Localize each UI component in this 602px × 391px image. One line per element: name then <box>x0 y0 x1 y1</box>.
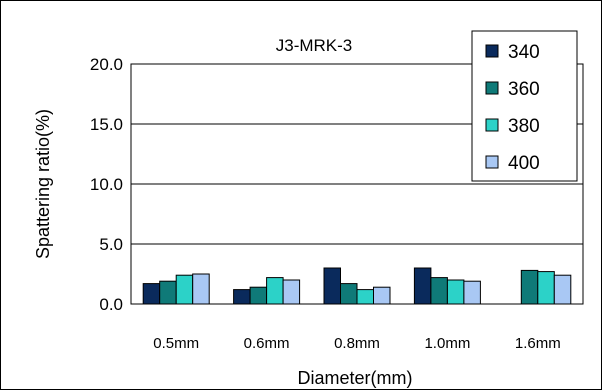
chart-title: J3-MRK-3 <box>276 36 353 55</box>
x-tick-label: 1.0mm <box>424 335 470 352</box>
bar-360-0.8mm <box>340 283 358 305</box>
y-tick-label: 15.0 <box>90 115 123 134</box>
bar-360-1.6mm <box>520 269 539 305</box>
legend-swatch-360 <box>485 81 499 95</box>
bar-360-0.5mm <box>159 280 177 305</box>
y-tick-label: 5.0 <box>99 235 123 254</box>
x-axis-label: Diameter(mm) <box>298 368 413 388</box>
bar-400-0.5mm <box>192 273 210 305</box>
legend-label-380: 380 <box>508 116 540 137</box>
x-tick-label: 0.6mm <box>244 335 290 352</box>
y-axis-ticks: 0.0 5.0 10.0 15.0 20.0 <box>90 55 123 314</box>
x-tick-label: 1.6mm <box>515 335 561 352</box>
bar-380-1.0mm <box>446 279 465 305</box>
x-axis-ticks: 0.5mm 0.6mm 0.8mm 1.0mm 1.6mm <box>153 335 560 352</box>
y-tick-label: 0.0 <box>99 295 123 314</box>
bar-360-0.6mm <box>249 286 268 305</box>
legend-label-360: 360 <box>508 79 540 100</box>
bar-400-1.0mm <box>463 280 481 305</box>
bar-340-0.8mm <box>323 267 341 305</box>
bar-400-0.8mm <box>373 286 391 305</box>
bar-380-0.8mm <box>356 289 374 305</box>
legend-label-340: 340 <box>508 42 540 63</box>
y-axis-label: Spattering ratio(%) <box>33 109 53 259</box>
x-tick-label: 0.8mm <box>334 335 380 352</box>
bar-380-0.5mm <box>175 274 194 305</box>
bar-340-0.5mm <box>142 283 161 305</box>
y-tick-label: 20.0 <box>90 55 123 74</box>
legend-swatch-400 <box>485 155 499 169</box>
x-tick-label: 0.5mm <box>153 335 199 352</box>
legend-label-400: 400 <box>508 153 540 174</box>
bar-360-1.0mm <box>430 277 448 305</box>
y-tick-label: 10.0 <box>90 175 123 194</box>
bar-400-1.6mm <box>553 274 572 305</box>
legend-swatch-380 <box>485 118 499 132</box>
bar-340-0.6mm <box>233 289 251 305</box>
legend: 340 360 380 400 <box>471 30 578 182</box>
bar-340-1.0mm <box>413 267 432 305</box>
bar-380-1.6mm <box>537 271 555 305</box>
bar-380-0.6mm <box>266 277 284 305</box>
bar-400-0.6mm <box>282 279 301 305</box>
legend-swatch-340 <box>485 44 499 58</box>
bars <box>142 267 572 305</box>
